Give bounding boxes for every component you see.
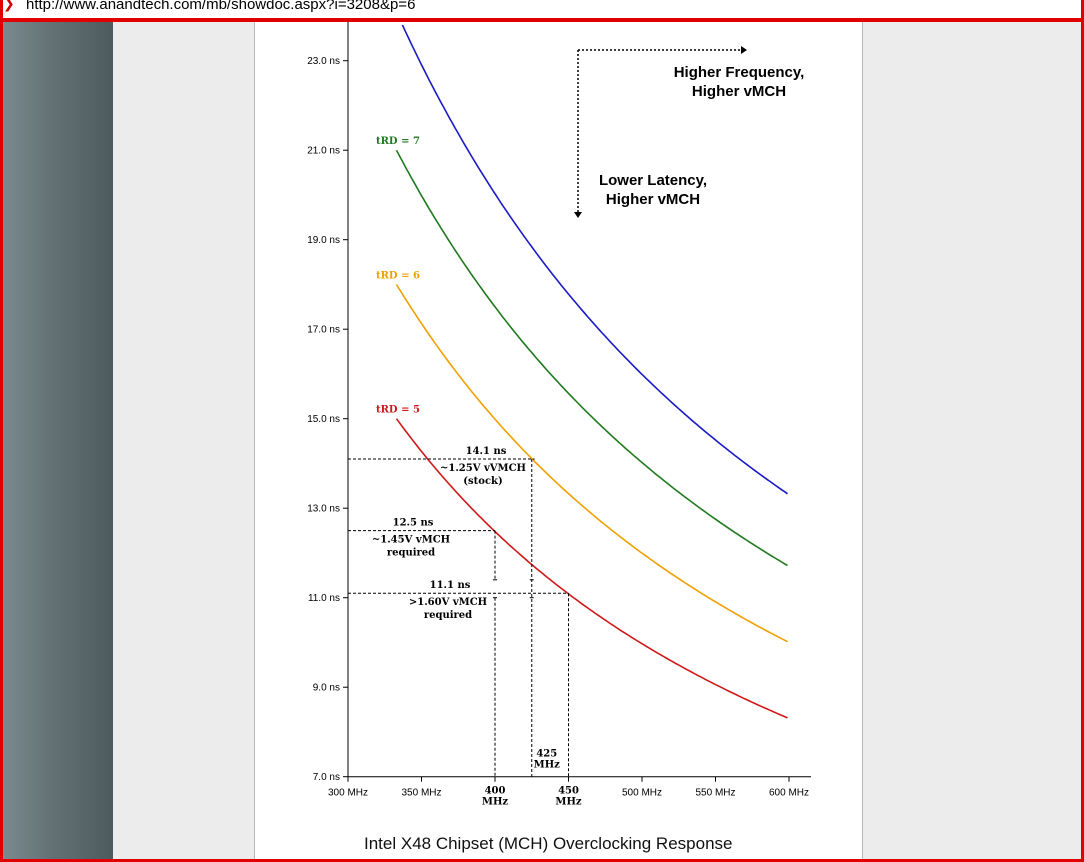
document-page: 7.0 ns 9.0 ns 11.0 ns 13.0 ns 15.0 ns 17.0 ns… (255, 22, 862, 862)
y-tick-label: 17.0 ns (307, 325, 340, 336)
y-tick-label: 13.0 ns (307, 504, 340, 515)
annotation-note: required (387, 548, 435, 559)
arrow-right-label-line1: Higher Frequency, (674, 64, 805, 81)
y-tick-label: 23.0 ns (307, 56, 340, 67)
overclocking-chart: 7.0 ns 9.0 ns 11.0 ns 13.0 ns 15.0 ns 17.0 ns… (307, 22, 811, 808)
series-label-trd-5: tRD = 5 (376, 405, 420, 416)
x-tick-label: 600 MHz (769, 788, 809, 799)
x-tick-label: 350 MHz (401, 788, 441, 799)
annotation-value: 14.1 ns (466, 446, 507, 457)
series-line-trd-5 (395, 418, 788, 719)
annotation-voltage: ~1.25V vVMCH (440, 463, 526, 474)
x-tick-label: 300 MHz (328, 788, 368, 799)
right-margin (862, 22, 1082, 862)
arrow-right-head (741, 46, 747, 54)
arrow-right-label-line2: Higher vMCH (692, 83, 786, 100)
arrow-down-head (574, 212, 582, 218)
y-tick-label: 15.0 ns (307, 414, 340, 425)
y-tick-label: 7.0 ns (313, 772, 340, 783)
annotation-note: (stock) (463, 476, 502, 487)
navigation-pane (3, 22, 113, 862)
series-line-trd-7 (395, 149, 788, 567)
adobe-acrobat-icon: ❯ (3, 0, 15, 12)
x-marker-unit: MHz (534, 760, 561, 771)
left-margin (113, 22, 255, 862)
x-marker-label: 400 (485, 786, 506, 797)
x-marker-unit: MHz (555, 797, 582, 808)
x-tick-label: 550 MHz (695, 788, 735, 799)
series-line-trd-6 (395, 284, 788, 643)
annotation-value: 11.1 ns (430, 580, 471, 591)
x-tick-label: 500 MHz (622, 788, 662, 799)
y-tick-label: 21.0 ns (307, 146, 340, 157)
annotation-value: 12.5 ns (393, 518, 434, 529)
chart-title: Intel X48 Chipset (MCH) Overclocking Res… (364, 834, 733, 853)
annotation-voltage: >1.60V vMCH (409, 597, 487, 608)
y-tick-label: 11.0 ns (308, 593, 340, 604)
y-tick-label: 19.0 ns (307, 235, 340, 246)
series-line-trd-8 (401, 24, 788, 495)
arrow-down-label-line2: Higher vMCH (606, 191, 700, 208)
x-marker-label: 425 (536, 749, 557, 760)
series-label-trd-6: tRD = 6 (376, 270, 420, 281)
url-text[interactable]: http://www.anandtech.com/mb/showdoc.aspx… (26, 0, 416, 13)
arrow-down-label-line1: Lower Latency, (599, 172, 707, 189)
annotation-note: required (424, 610, 472, 621)
x-marker-unit: MHz (482, 797, 509, 808)
annotation-voltage: ~1.45V vMCH (372, 535, 450, 546)
y-tick-label: 9.0 ns (313, 683, 340, 694)
series-label-trd-7: tRD = 7 (376, 136, 420, 147)
address-bar[interactable]: ❯ http://www.anandtech.com/mb/showdoc.as… (0, 0, 1084, 22)
x-marker-label: 450 (558, 786, 579, 797)
